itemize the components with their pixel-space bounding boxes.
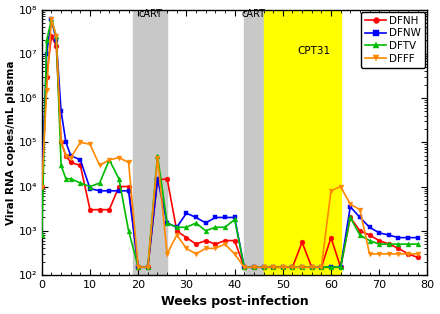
- X-axis label: Weeks post-infection: Weeks post-infection: [161, 295, 308, 308]
- Bar: [264, 9, 341, 275]
- Legend: DFNH, DFNW, DFTV, DFFF: DFNH, DFNW, DFTV, DFFF: [361, 12, 425, 68]
- Bar: [133, 9, 167, 275]
- Bar: [244, 9, 264, 275]
- Text: cART: cART: [242, 9, 266, 19]
- Text: cART: cART: [138, 9, 162, 19]
- Text: CPT31: CPT31: [297, 46, 330, 56]
- Y-axis label: Viral RNA copies/mL plasma: Viral RNA copies/mL plasma: [6, 60, 15, 225]
